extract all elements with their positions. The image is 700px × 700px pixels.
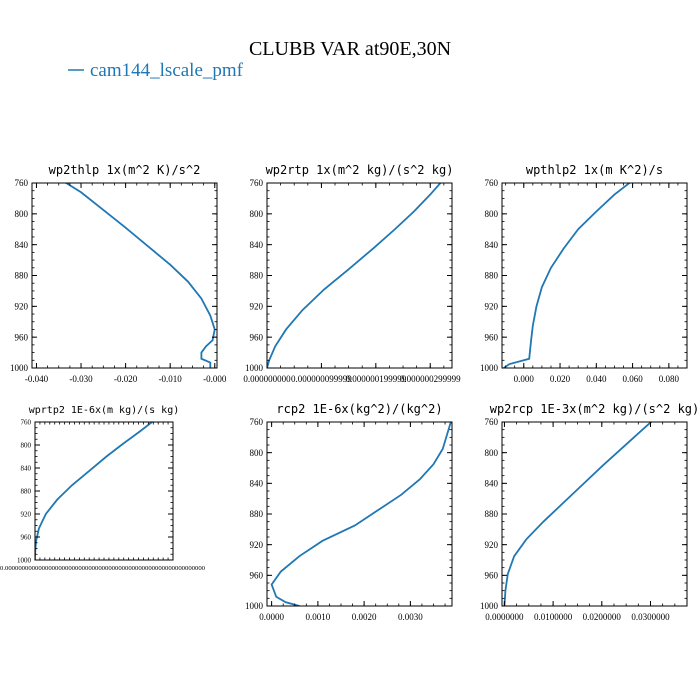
y-tick-label: 1000 — [245, 601, 264, 611]
subplot-title: wpthlp2 1x(m K^2)/s — [526, 163, 663, 177]
x-tick-label: 0.0200000 — [583, 612, 622, 622]
y-tick-label: 800 — [250, 448, 264, 458]
y-tick-label: 920 — [21, 510, 32, 518]
x-tick-label: 0.0100000 — [534, 612, 573, 622]
x-tick-label: -0.010 — [159, 374, 183, 384]
series-line — [35, 422, 154, 560]
y-tick-label: 880 — [250, 271, 264, 281]
y-tick-label: 800 — [21, 441, 32, 449]
y-tick-label: 800 — [15, 209, 29, 219]
x-tick-label: 0.000000000 — [243, 374, 291, 384]
y-tick-label: 760 — [21, 418, 32, 426]
y-tick-label: 800 — [485, 448, 499, 458]
y-tick-label: 760 — [250, 417, 264, 427]
series-line — [503, 422, 653, 606]
x-tick-label: 0.040 — [586, 374, 607, 384]
y-tick-label: 920 — [15, 301, 29, 311]
y-tick-label: 800 — [485, 209, 499, 219]
x-tick-label: 0.020 — [550, 374, 571, 384]
axes-frame — [501, 182, 688, 369]
y-tick-label: 960 — [21, 533, 32, 541]
y-tick-label: 840 — [21, 464, 32, 472]
y-tick-label: 880 — [485, 509, 499, 519]
y-tick-label: 1000 — [480, 363, 499, 373]
subplot-4: wprtp2 1E-6x(m kg)/(s kg) 760 800 840 880 920… — [0, 405, 205, 572]
y-tick-label: 920 — [250, 540, 264, 550]
y-tick-label: 960 — [15, 332, 29, 342]
y-tick-label: 960 — [250, 332, 264, 342]
x-tick-label: 0.000000199999 — [345, 374, 406, 384]
x-tick-label: 0.060 — [622, 374, 643, 384]
y-tick-label: 880 — [485, 271, 499, 281]
subplot-title: rcp2 1E-6x(kg^2)/(kg^2) — [276, 402, 442, 416]
legend-label: cam144_lscale_pmf — [90, 60, 244, 81]
axes-frame — [34, 421, 174, 561]
axes-frame — [266, 421, 453, 607]
x-tick-label: 0.00000000000000000000000000000000000000… — [0, 566, 205, 572]
x-tick-label: 0.0000 — [259, 612, 284, 622]
axes-frame — [31, 182, 218, 369]
y-tick-label: 1000 — [480, 601, 499, 611]
y-tick-label: 1000 — [17, 556, 32, 564]
subplot-grid: wp2thlp 1x(m^2 K)/s^2 760 800 840 880 920 960 1… — [0, 163, 699, 622]
series-line — [267, 183, 442, 368]
y-tick-label: 960 — [250, 570, 264, 580]
x-tick-label: -0.030 — [69, 374, 93, 384]
y-tick-label: 760 — [250, 178, 264, 188]
y-tick-label: 920 — [250, 301, 264, 311]
x-tick-label: 0.0030 — [398, 612, 423, 622]
x-tick-label: 0.0020 — [352, 612, 377, 622]
x-tick-label: 0.000000299999 — [400, 374, 461, 384]
subplot-title: wp2rtp 1x(m^2 kg)/(s^2 kg) — [266, 163, 454, 177]
subplot-3: wpthlp2 1x(m K^2)/s 760 800 840 880 920 960 100… — [480, 163, 688, 384]
x-tick-label: -0.040 — [25, 374, 49, 384]
subplot-6: wp2rcp 1E-3x(m^2 kg)/(s^2 kg)760 800 840 88… — [480, 402, 699, 622]
x-tick-label: 0.0000000 — [485, 612, 524, 622]
y-tick-label: 800 — [250, 209, 264, 219]
legend: cam144_lscale_pmf — [68, 60, 244, 81]
y-tick-label: 880 — [250, 509, 264, 519]
subplot-2: wp2rtp 1x(m^2 kg)/(s^2 kg)760 800 840 880 92… — [243, 163, 461, 384]
y-tick-label: 920 — [485, 540, 499, 550]
y-tick-label: 840 — [250, 478, 264, 488]
series-line — [64, 183, 216, 368]
series-line — [270, 422, 452, 606]
y-tick-label: 840 — [250, 240, 264, 250]
x-tick-label: 0.000 — [514, 374, 535, 384]
subplot-5: rcp2 1E-6x(kg^2)/(kg^2) 760 800 840 880 920 96… — [245, 402, 453, 622]
x-tick-label: 0.000000099999 — [291, 374, 352, 384]
x-tick-label: 0.080 — [659, 374, 680, 384]
subplot-title: wprtp2 1E-6x(m kg)/(s kg) — [29, 405, 180, 416]
x-tick-label: -0.020 — [114, 374, 138, 384]
axes-frame — [266, 182, 453, 369]
x-tick-label: 0.0300000 — [631, 612, 670, 622]
figure-title: CLUBB VAR at90E,30N — [249, 38, 451, 60]
y-tick-label: 760 — [485, 417, 499, 427]
y-tick-label: 1000 — [245, 363, 264, 373]
x-tick-label: -0.000 — [203, 374, 227, 384]
y-tick-label: 880 — [21, 487, 32, 495]
subplot-title: wp2rcp 1E-3x(m^2 kg)/(s^2 kg) — [490, 402, 700, 416]
subplot-title: wp2thlp 1x(m^2 K)/s^2 — [49, 163, 201, 177]
x-tick-label: 0.0010 — [306, 612, 331, 622]
series-line — [503, 183, 631, 368]
y-tick-label: 960 — [485, 570, 499, 580]
y-tick-label: 840 — [485, 240, 499, 250]
y-tick-label: 960 — [485, 332, 499, 342]
y-tick-label: 760 — [15, 178, 29, 188]
y-tick-label: 840 — [15, 240, 29, 250]
y-tick-label: 1000 — [10, 363, 29, 373]
subplot-1: wp2thlp 1x(m^2 K)/s^2 760 800 840 880 920 960 1… — [10, 163, 227, 384]
y-tick-label: 760 — [485, 178, 499, 188]
y-tick-label: 920 — [485, 301, 499, 311]
y-tick-label: 840 — [485, 478, 499, 488]
axes-frame — [501, 421, 688, 607]
y-tick-label: 880 — [15, 271, 29, 281]
